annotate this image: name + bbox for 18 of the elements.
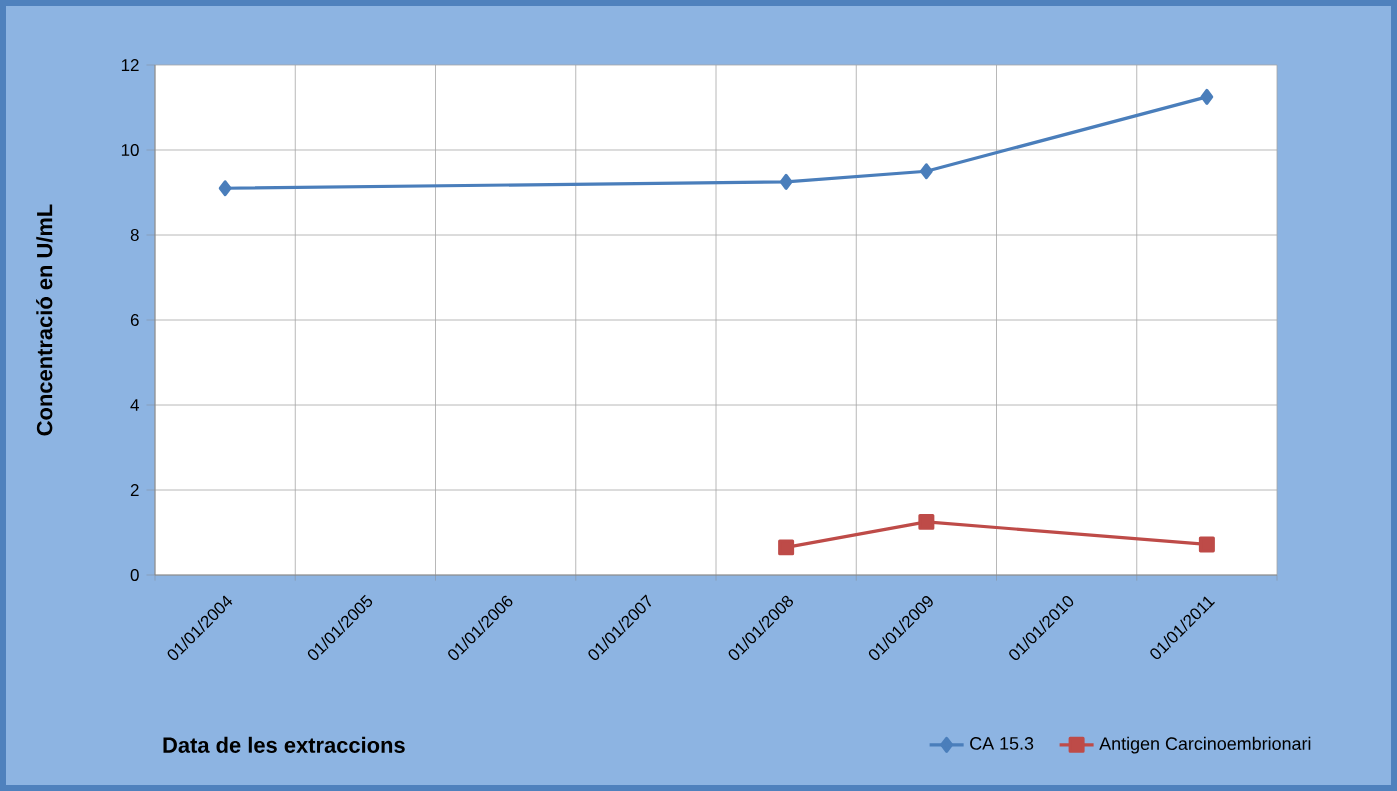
point bbox=[218, 180, 232, 197]
legend-label: CA 15.3 bbox=[970, 737, 1034, 750]
point bbox=[919, 163, 933, 180]
y-tick-label: 10 bbox=[121, 144, 139, 156]
y-tick-label: 8 bbox=[130, 229, 139, 241]
legend-label: Antigen Carcinoembrionari bbox=[1099, 736, 1311, 754]
y-tick-label: 0 bbox=[130, 569, 139, 581]
y-tick-label: 4 bbox=[130, 399, 139, 411]
point bbox=[778, 539, 795, 556]
point bbox=[1200, 88, 1214, 105]
x-axis-title: Data de les extraccions bbox=[163, 736, 405, 753]
point bbox=[1198, 536, 1215, 553]
point bbox=[779, 173, 793, 190]
point bbox=[918, 513, 935, 530]
y-tick-label: 12 bbox=[121, 59, 139, 71]
y-tick-label: 2 bbox=[130, 484, 139, 496]
y-tick-label: 6 bbox=[130, 314, 139, 326]
y-axis-title: Concentració en U/mL bbox=[36, 204, 53, 436]
